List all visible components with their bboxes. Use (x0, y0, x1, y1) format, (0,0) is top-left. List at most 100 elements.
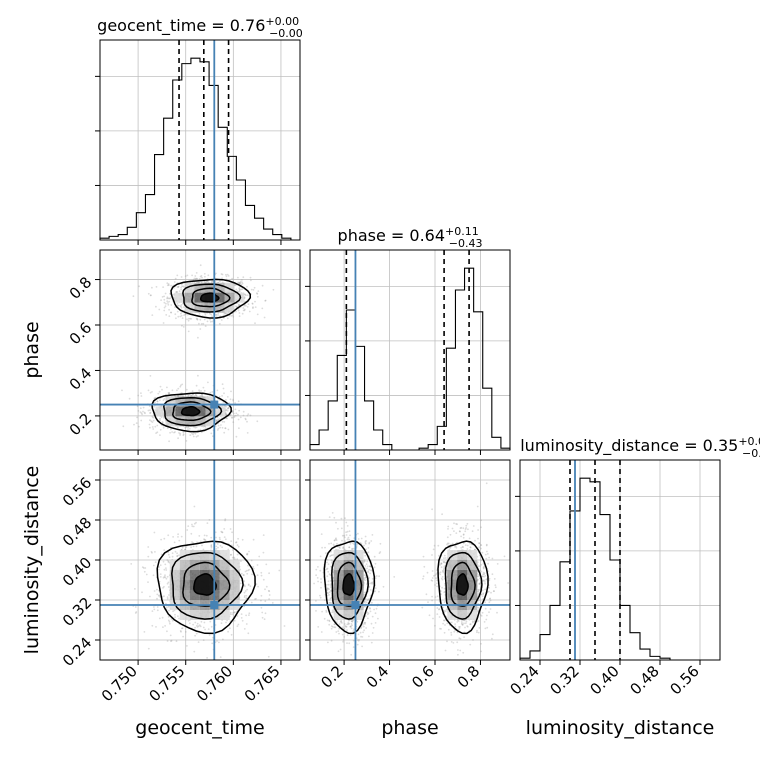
sample-point (224, 518, 227, 521)
sample-point (148, 405, 151, 407)
sample-point (346, 634, 349, 637)
sample-point (139, 411, 142, 413)
sample-point (169, 634, 172, 637)
sample-point (197, 374, 199, 377)
sample-point (199, 428, 202, 431)
sample-point (177, 286, 180, 288)
sample-point (187, 319, 190, 322)
sample-point (151, 286, 153, 289)
sample-point (262, 534, 265, 536)
sample-point (232, 412, 235, 415)
sample-point (238, 312, 241, 314)
sample-point (371, 534, 374, 536)
sample-point (339, 620, 342, 623)
sample-point (328, 591, 331, 594)
sample-point (224, 312, 226, 315)
sample-point (193, 277, 196, 280)
sample-point (163, 537, 166, 540)
sample-point (218, 322, 221, 325)
sample-point (263, 618, 266, 621)
sample-point (166, 282, 169, 285)
sample-point (337, 527, 339, 530)
sample-point (166, 575, 169, 578)
sample-point (237, 413, 239, 416)
sample-point (330, 625, 333, 628)
sample-point (378, 552, 381, 555)
sample-point (357, 633, 360, 636)
sample-point (180, 312, 182, 315)
sample-point (180, 283, 183, 286)
sample-point (345, 534, 348, 536)
sample-point (174, 277, 177, 280)
sample-point (176, 274, 179, 277)
histogram-luminosity_distance (519, 477, 720, 661)
sample-point (177, 536, 179, 538)
sample-point (260, 571, 263, 574)
sample-point (138, 285, 141, 288)
sample-point (232, 315, 235, 318)
sample-point (170, 311, 173, 314)
sample-point (241, 282, 244, 285)
sample-point (196, 318, 199, 320)
sample-point (191, 274, 194, 277)
sample-point (210, 545, 213, 548)
sample-point (182, 326, 185, 328)
sample-point (241, 288, 244, 291)
sample-point (212, 435, 214, 438)
sample-point (240, 560, 242, 562)
sample-point (364, 554, 366, 557)
sample-point (364, 535, 367, 538)
sample-point (234, 408, 237, 411)
sample-point (193, 650, 196, 653)
sample-point (166, 597, 169, 600)
sample-point (188, 393, 191, 396)
sample-point (237, 303, 240, 306)
sample-point (155, 286, 158, 288)
sample-point (121, 389, 123, 392)
sample-point (150, 550, 153, 553)
density-cell (189, 550, 200, 560)
sample-point (268, 598, 270, 600)
sample-point (188, 427, 191, 430)
sample-point (179, 315, 182, 318)
sample-point (173, 281, 176, 283)
density-cell (169, 580, 180, 590)
sample-point (161, 388, 163, 391)
sample-point (373, 555, 376, 558)
sample-point (171, 431, 174, 433)
sample-point (178, 539, 181, 542)
sample-point (151, 624, 154, 627)
sample-point (257, 290, 260, 292)
density-cell (229, 580, 240, 590)
sample-point (151, 314, 154, 316)
sample-point (199, 318, 202, 321)
sample-point (346, 623, 349, 626)
sample-point (141, 591, 143, 594)
sample-point (350, 623, 353, 625)
sample-point (196, 277, 199, 280)
panel-frame (99, 39, 301, 241)
sample-point (202, 639, 205, 641)
sample-point (191, 525, 194, 528)
sample-point (143, 570, 146, 573)
sample-point (237, 537, 240, 540)
sample-point (219, 538, 221, 541)
sample-point (218, 536, 221, 539)
sample-point (158, 617, 161, 620)
sample-point (252, 567, 255, 570)
sample-point (147, 409, 150, 412)
sample-point (178, 304, 180, 307)
sample-point (196, 622, 199, 625)
sample-point (378, 575, 380, 578)
sample-point (184, 313, 187, 315)
sample-point (155, 626, 157, 628)
sample-point (278, 569, 281, 572)
sample-point (231, 549, 234, 551)
sample-point (195, 272, 198, 274)
sample-point (231, 556, 234, 559)
panel-title: luminosity_distance = 0.35+0.05−0.05 (520, 435, 760, 460)
sample-point (166, 640, 169, 642)
sample-point (326, 575, 329, 578)
sample-point (370, 540, 373, 542)
sample-point (182, 285, 185, 288)
